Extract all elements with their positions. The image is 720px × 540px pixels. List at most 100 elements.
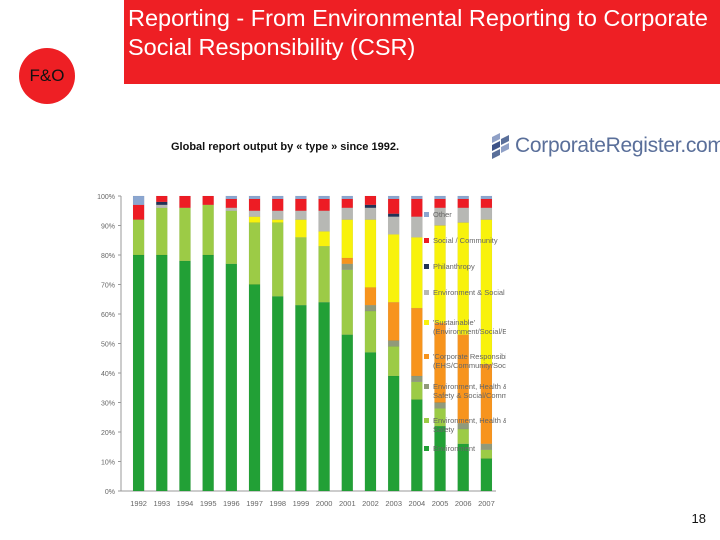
x-tick-label: 1995 — [200, 499, 217, 508]
x-tick-label: 1992 — [130, 499, 147, 508]
bar-segment — [480, 363, 493, 444]
legend-label: Environment, Health & — [433, 416, 506, 425]
bar-segment — [272, 210, 284, 220]
bar-segment — [480, 449, 493, 459]
x-tick-label: 2007 — [478, 499, 495, 508]
bar-segment — [156, 204, 168, 208]
bar-segment — [364, 219, 377, 288]
legend-label: (Environment/Social/Economic) — [433, 327, 506, 336]
bar-segment — [434, 195, 446, 200]
bar-segment — [364, 305, 377, 312]
bar-segment — [202, 204, 214, 256]
bar-segment — [248, 222, 261, 285]
y-tick-label: 30% — [101, 401, 115, 408]
bar-segment — [272, 219, 284, 223]
legend-swatch — [424, 290, 429, 295]
bar-segment — [341, 269, 353, 335]
legend-swatch — [424, 418, 429, 423]
bar-segment — [411, 216, 423, 238]
corporateregister-logo-icon — [492, 133, 509, 159]
legend-label: Safety — [433, 425, 455, 434]
bar-segment — [364, 287, 377, 306]
bar-segment — [248, 284, 261, 492]
bar-segment — [156, 201, 168, 205]
title-banner: Reporting - From Environmental Reporting… — [124, 0, 720, 84]
bar-segment — [132, 254, 145, 492]
bar-segment — [411, 307, 423, 377]
bar-segment — [341, 195, 353, 200]
x-tick-label: 1994 — [177, 499, 194, 508]
bar-segment — [341, 334, 353, 492]
bar-segment — [179, 260, 191, 492]
x-tick-label: 2003 — [385, 499, 402, 508]
page-number: 18 — [691, 511, 706, 526]
bar-segment — [318, 231, 330, 247]
y-tick-label: 0% — [105, 489, 115, 496]
company-logo-badge: F&O — [19, 48, 75, 104]
bar-segment — [411, 237, 423, 309]
bar-segment — [179, 207, 191, 262]
bar-segment — [434, 402, 446, 409]
x-tick-label: 1998 — [269, 499, 286, 508]
bar-segment — [364, 352, 377, 492]
bar-segment — [387, 302, 400, 341]
bar-segment — [434, 198, 446, 208]
bar-segment — [248, 195, 261, 200]
chart-svg: 0% 10% 20% 30% 40% 50% 60% 70% 80% 90% 100% 1992 199… — [97, 194, 538, 508]
x-tick-label: 2000 — [316, 499, 333, 508]
bar-segment — [318, 246, 330, 303]
bar-segment — [387, 375, 400, 492]
bar-segment — [272, 198, 284, 211]
legend-label: Environment, Health & — [433, 382, 506, 391]
bar-segment — [156, 207, 168, 256]
bar-segment — [387, 234, 400, 303]
legend-swatch — [424, 238, 429, 243]
y-tick-label: 60% — [101, 312, 115, 319]
bar-segment — [318, 302, 330, 492]
bar-segment — [295, 305, 307, 492]
bar-segment — [225, 263, 238, 492]
chart-caption: Global report output by « type » since 1… — [171, 141, 400, 153]
bar-segment — [457, 334, 469, 424]
legend-label: 'Corporate Responsibility' — [433, 352, 506, 361]
bar-segment — [480, 458, 493, 492]
bar-segment — [341, 219, 353, 259]
company-logo-text: F&O — [29, 66, 65, 85]
bar-segment — [387, 346, 400, 377]
legend-label: Other — [433, 210, 452, 219]
bar-segment — [364, 310, 377, 353]
bar-segment — [480, 195, 493, 200]
x-tick-label: 2001 — [339, 499, 356, 508]
bar-segment — [480, 207, 493, 220]
bar-segment — [341, 207, 353, 220]
x-tick-label: 2005 — [432, 499, 449, 508]
y-tick-label: 80% — [101, 253, 115, 260]
bar-segment — [248, 198, 261, 211]
bar-segment — [411, 381, 423, 400]
bar-segment — [248, 216, 261, 223]
bar-segment — [132, 204, 145, 220]
bar-segment — [156, 195, 168, 203]
legend-swatch — [424, 264, 429, 269]
bar-segment — [132, 219, 145, 256]
bar-segment — [457, 428, 469, 444]
y-tick-label: 10% — [101, 460, 115, 467]
legend-label: Environment & Social — [433, 288, 505, 297]
bar-segment — [411, 195, 423, 200]
legend-swatch — [424, 212, 429, 217]
y-tick-label: 70% — [101, 283, 115, 290]
bar-segment — [364, 207, 377, 220]
bar-segment — [202, 195, 214, 206]
bar-segment — [248, 210, 261, 217]
legend-label: Social / Community — [433, 236, 498, 245]
bar-segment — [411, 198, 423, 217]
bar-segment — [318, 198, 330, 211]
legend-label: Environment — [433, 444, 476, 453]
bar-segment — [387, 213, 400, 217]
y-tick-label: 50% — [101, 342, 115, 349]
bar-segment — [387, 216, 400, 235]
legend-swatch — [424, 384, 429, 389]
bar-segment — [318, 210, 330, 232]
legend-label: 'Sustainable' — [433, 318, 476, 327]
bar-segment — [202, 254, 214, 492]
